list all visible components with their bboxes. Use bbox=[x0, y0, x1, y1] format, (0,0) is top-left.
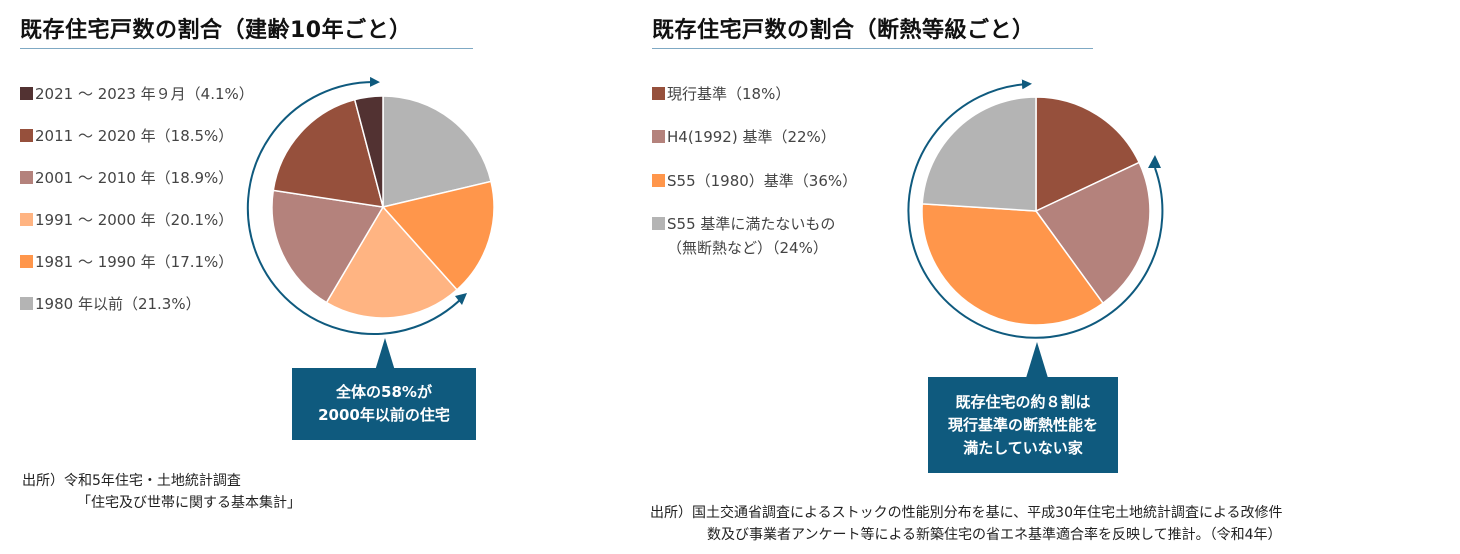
left-callout-line2: 2000年以前の住宅 bbox=[318, 406, 450, 424]
legend-label: 1981 〜 1990 年（17.1%） bbox=[35, 253, 234, 271]
right-chart-title: 既存住宅戸数の割合（断熱等級ごと） bbox=[652, 18, 1035, 43]
left-chart-title: 既存住宅戸数の割合（建齢10年ごと） bbox=[20, 18, 412, 43]
legend-swatch-icon bbox=[20, 87, 33, 100]
legend-swatch-icon bbox=[652, 217, 665, 230]
pie-slice bbox=[921, 96, 1037, 212]
legend-label-line2: （無断熱など）（24%） bbox=[667, 239, 828, 257]
legend-item: S55（1980）基準（36%） bbox=[652, 171, 857, 191]
pie-slice bbox=[353, 95, 384, 208]
legend-label-line1: S55 基準に満たないもの bbox=[667, 215, 836, 233]
left-source-line2: 「住宅及び世帯に関する基本集計」 bbox=[77, 495, 301, 511]
right-source-line1: 出所）国土交通省調査によるストックの性能別分布を基に、平成30年住宅土地統計調査… bbox=[650, 505, 1283, 521]
legend-swatch-icon bbox=[20, 171, 33, 184]
left-callout-pointer bbox=[374, 338, 396, 374]
pie-slice bbox=[921, 203, 1105, 326]
pie-slice bbox=[271, 189, 385, 304]
legend-item: 1981 〜 1990 年（17.1%） bbox=[20, 252, 233, 272]
left-cycle-arrow-icon bbox=[246, 76, 464, 335]
legend-label: 2001 〜 2010 年（18.9%） bbox=[35, 169, 234, 187]
pie-slice bbox=[272, 98, 385, 208]
legend-label: 1980 年以前（21.3%） bbox=[35, 295, 201, 313]
legend-swatch-icon bbox=[20, 129, 33, 142]
legend-swatch-icon bbox=[20, 255, 33, 268]
left-source-line1: 出所）令和5年住宅・土地統計調査 bbox=[22, 473, 241, 489]
legend-item: 2011 〜 2020 年（18.5%） bbox=[20, 126, 233, 146]
right-callout-line1: 既存住宅の約８割は bbox=[955, 392, 1091, 411]
legend-label: 2021 〜 2023 年９月（4.1%） bbox=[35, 85, 254, 103]
right-callout-pointer bbox=[1026, 342, 1048, 378]
legend-label: S55（1980）基準（36%） bbox=[667, 172, 858, 190]
legend-label: 現行基準（18%） bbox=[667, 85, 791, 103]
left-source-note: 出所）令和5年住宅・土地統計調査 「住宅及び世帯に関する基本集計」 bbox=[22, 470, 301, 514]
pie-chart-insulation-grade bbox=[921, 96, 1151, 326]
right-cycle-arrow-icon bbox=[907, 79, 1164, 339]
pie-slice bbox=[382, 95, 492, 208]
right-arrowhead-icon bbox=[1148, 155, 1161, 168]
legend-item: 2021 〜 2023 年９月（4.1%） bbox=[20, 84, 254, 104]
legend-swatch-icon bbox=[20, 297, 33, 310]
pie-slice bbox=[1035, 96, 1141, 213]
pie-slice bbox=[325, 205, 458, 319]
pie-chart-building-age bbox=[271, 95, 495, 319]
legend-item: 現行基準（18%） bbox=[652, 84, 790, 104]
right-callout-line2: 現行基準の断熱性能を bbox=[947, 415, 1098, 434]
legend-swatch-icon bbox=[652, 174, 665, 187]
legend-label: 2011 〜 2020 年（18.5%） bbox=[35, 127, 234, 145]
left-arrowhead-icon bbox=[455, 293, 467, 305]
right-callout-line3: 満たしていない家 bbox=[963, 438, 1083, 457]
right-callout: 既存住宅の約８割は 現行基準の断熱性能を 満たしていない家 bbox=[928, 377, 1118, 473]
left-title-underline bbox=[20, 48, 473, 49]
pie-slice bbox=[1034, 161, 1151, 305]
legend-item: 1991 〜 2000 年（20.1%） bbox=[20, 210, 233, 230]
legend-swatch-icon bbox=[652, 130, 665, 143]
legend-item: 2001 〜 2010 年（18.9%） bbox=[20, 168, 233, 188]
right-title-underline bbox=[652, 48, 1093, 49]
legend-label: H4(1992) 基準（22%） bbox=[667, 128, 836, 146]
legend-swatch-icon bbox=[652, 87, 665, 100]
right-source-line2: 数及び事業者アンケート等による新築住宅の省エネ基準適合率を反映して推計。（令和4… bbox=[707, 527, 1282, 543]
right-source-note: 出所）国土交通省調査によるストックの性能別分布を基に、平成30年住宅土地統計調査… bbox=[650, 502, 1283, 546]
legend-swatch-icon bbox=[20, 213, 33, 226]
legend-item: H4(1992) 基準（22%） bbox=[652, 127, 836, 147]
left-callout-line1: 全体の58%が bbox=[336, 383, 432, 401]
legend-label: 1991 〜 2000 年（20.1%） bbox=[35, 211, 234, 229]
pie-slice bbox=[381, 180, 495, 291]
left-callout: 全体の58%が 2000年以前の住宅 bbox=[292, 368, 476, 440]
legend-item: 1980 年以前（21.3%） bbox=[20, 294, 201, 314]
legend-label: S55 基準に満たないもの （無断熱など）（24%） bbox=[667, 214, 835, 258]
legend-item: S55 基準に満たないもの （無断熱など）（24%） bbox=[652, 214, 835, 258]
